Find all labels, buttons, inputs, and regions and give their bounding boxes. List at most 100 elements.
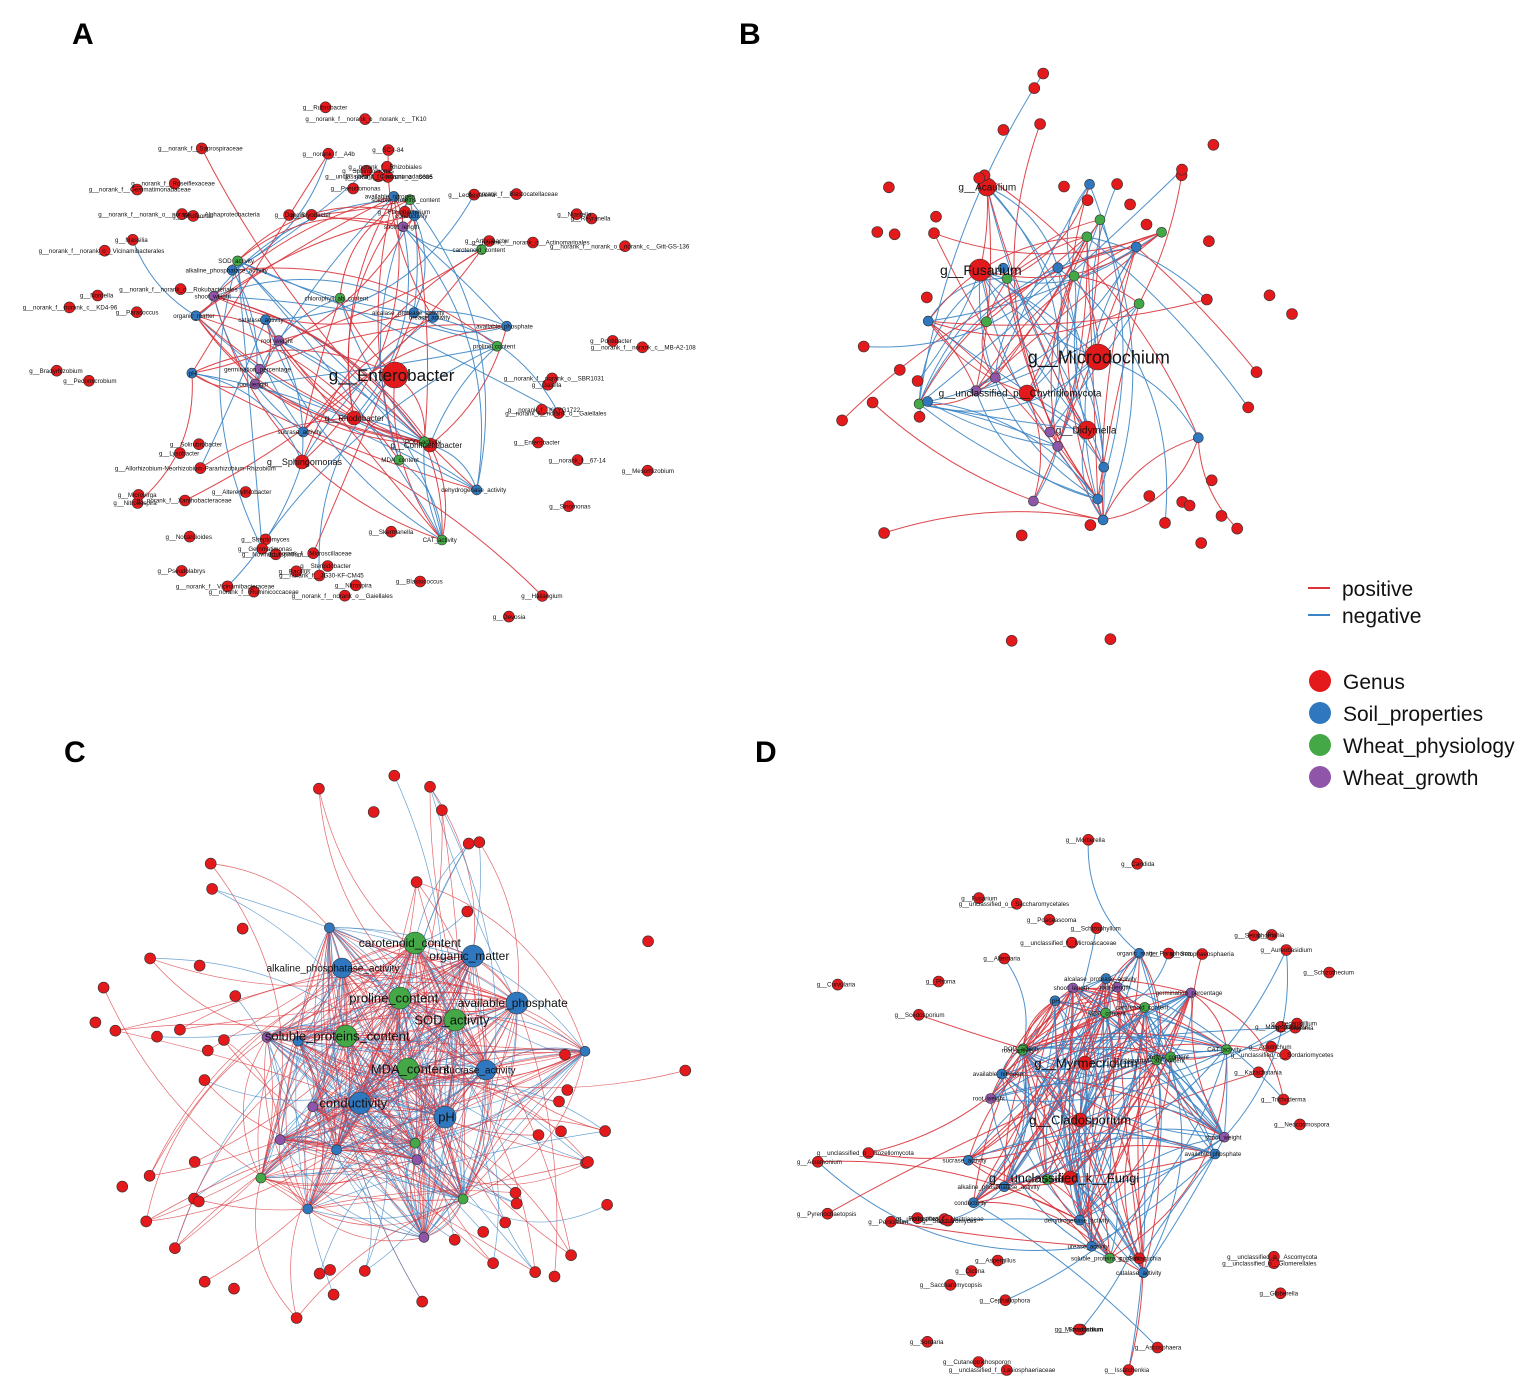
- node-g-schizophyllum: [1090, 922, 1103, 934]
- node-g-pseudomonas: [347, 182, 360, 195]
- positive-edge: [968, 1059, 1158, 1161]
- negative-edge: [266, 1037, 464, 1200]
- positive-edge: [441, 810, 466, 1200]
- node-label-available-phosphate: available_phosphate: [458, 996, 568, 1010]
- negative-edge: [260, 1019, 456, 1179]
- node-label-available-phosphate: available_phosphate: [1185, 1151, 1242, 1158]
- node-g-rhodobacter: [346, 410, 362, 426]
- positive-edge: [146, 1149, 337, 1222]
- node-cat-activity: [409, 1137, 421, 1149]
- positive-edge: [311, 199, 411, 216]
- negative-edge: [994, 184, 1091, 378]
- positive-edge: [339, 199, 411, 299]
- positive-edge: [179, 1002, 518, 1031]
- node-g-devosia: [229, 990, 242, 1002]
- node-g-unclassified-f-beijerinckiaceae: [358, 1265, 371, 1277]
- negative-edge: [260, 1050, 586, 1179]
- node-g-norank-f-norank-o-norank-c-gitt-gs-136: [619, 240, 631, 252]
- node-label-g-norank-f-kkyg1722: g__norank_f__KKYG1722: [508, 407, 581, 414]
- node-label-g-paraphoma: g__Paraphoma: [1149, 951, 1192, 958]
- positive-edge: [1054, 1000, 1093, 1247]
- node-g-rhodococcus: [582, 1156, 594, 1168]
- node-g-bradyrhizobium: [50, 364, 63, 377]
- negative-edge: [429, 786, 497, 1200]
- node-proline-content: [1081, 231, 1093, 243]
- negative-edge: [1081, 429, 1104, 521]
- positive-edge: [1072, 987, 1145, 1008]
- node-g-scedosporium: [912, 1008, 925, 1021]
- positive-edge: [303, 431, 543, 597]
- negative-edge: [327, 927, 423, 1302]
- positive-edge: [1191, 953, 1225, 1138]
- node-label-g-skermanella: g__Skermanella: [369, 529, 414, 536]
- positive-edge: [973, 1000, 1056, 1203]
- node-label-g-pseudomonas: g__Pseudomonas: [331, 186, 381, 193]
- node-label-germination-percentage: germination_percentage: [224, 366, 291, 373]
- negative-edge: [927, 377, 996, 402]
- negative-edge: [211, 888, 418, 1160]
- node-label-g-norank-f-norank-o-gaiellales: g__norank_f__norank_o__Gaiellales: [292, 593, 393, 600]
- node-label-g-unclassified-o-saccharomycetales: g__unclassified_o__Saccharomycetales: [959, 901, 1069, 908]
- negative-edge: [413, 215, 426, 313]
- positive-edge: [927, 320, 1028, 394]
- node-g-arthrobacter: [483, 235, 495, 247]
- positive-edge: [279, 1139, 309, 1210]
- node-label-g-norank-f-vicinamibacteraceae: g__norank_f__Vicinamibacteraceae: [176, 584, 275, 591]
- node-label-pod-activity: POD_activity: [1004, 1046, 1041, 1053]
- node-g-alternaria: [1250, 366, 1263, 378]
- negative-edge: [918, 403, 1098, 500]
- negative-edge: [423, 1069, 487, 1238]
- node-sucrase-activity: [475, 1059, 497, 1081]
- node-label-g-norank-f-xanthobacteraceae: g__norank_f__Xanthobacteraceae: [137, 498, 233, 505]
- node-g-dyella: [462, 837, 475, 850]
- negative-edge: [967, 992, 1192, 1161]
- node-conductivity: [348, 1091, 372, 1115]
- node-g-norank-f-saprospiraceae: [195, 142, 208, 155]
- node-label-g-haliangium: g__Haliangium: [521, 593, 562, 600]
- node-label-g-steroidobacter: g__Steroidobacter: [300, 563, 351, 570]
- node-label-g-norank-f-jg30-kf-cm45: g__norank_f__JG30-KF-CM45: [279, 573, 364, 580]
- node-label-g-unclassified-k-fungi: g__unclassified_k__Fungi: [989, 1171, 1139, 1186]
- node-label-g-norank-f-blastocatellaceae: g__norank_f__Blastocatellaceae: [468, 191, 558, 198]
- negative-edge: [397, 843, 469, 1238]
- node-g-unclassified-p-rozellomycota: [862, 1147, 875, 1159]
- positive-edge: [986, 236, 1088, 323]
- negative-edge: [1138, 1153, 1216, 1259]
- negative-edge: [255, 345, 498, 385]
- node-label-carotenoid-content: carotenoid_content: [1116, 1005, 1169, 1012]
- legend-soil-swatch: [1309, 702, 1331, 724]
- positive-edge: [195, 315, 355, 419]
- node-label-organic-matter: organic_matter: [429, 949, 509, 963]
- positive-edge: [297, 927, 332, 1042]
- negative-edge: [416, 1019, 457, 1160]
- node-g-curvularia: [831, 978, 844, 991]
- positive-edge: [973, 978, 1107, 1203]
- negative-edge: [973, 928, 1097, 1204]
- negative-edge: [947, 1186, 1005, 1222]
- node-mda-content: [1094, 214, 1106, 226]
- node-g-sinomonas: [562, 500, 575, 513]
- negative-edge: [414, 1143, 429, 1238]
- node-g-phoma: [932, 975, 945, 988]
- node-label-carotenoid-content: carotenoid_content: [453, 247, 506, 254]
- node-label-germination-percentage: germination_percentage: [1156, 990, 1223, 997]
- node-g-knufia: [1231, 522, 1243, 535]
- negative-edge: [237, 260, 304, 433]
- node-g-fusarium: [973, 892, 985, 904]
- negative-edge: [359, 1102, 464, 1200]
- positive-edge: [312, 1069, 487, 1108]
- negative-edge: [429, 786, 518, 1004]
- node-g-trichoderma: [1277, 1093, 1290, 1106]
- node-label-sucrase-activity: sucrase_activity: [943, 1158, 988, 1165]
- negative-edge: [1084, 1034, 1227, 1064]
- positive-edge: [416, 881, 586, 1052]
- node-label-g-norank-f-norank-o-norank-c-tk10: g__norank_f__norank_o__norank_c__TK10: [305, 116, 427, 123]
- positive-edge: [329, 927, 474, 959]
- node-g-penicillium: [884, 1215, 897, 1228]
- negative-edge: [345, 1035, 388, 1272]
- positive-edge: [416, 882, 487, 1071]
- node-label-g-issatchenkia: g__Issatchenkia: [1105, 1367, 1150, 1374]
- positive-edge: [298, 942, 416, 1042]
- positive-edge: [967, 1012, 1106, 1161]
- node-urease-activity: [427, 312, 439, 323]
